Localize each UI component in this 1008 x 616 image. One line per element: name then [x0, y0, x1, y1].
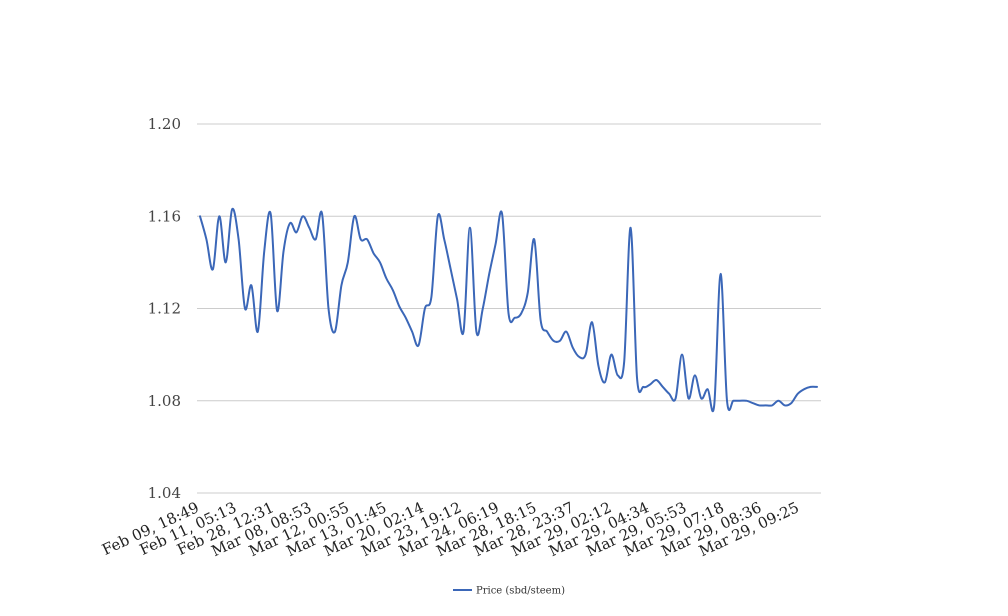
- y-axis-ticks: 1.04 1.08 1.12 1.16 1.20: [148, 115, 181, 502]
- y-tick-label: 1.12: [148, 300, 181, 318]
- y-tick-label: 1.08: [148, 392, 181, 410]
- legend[interactable]: Price (sbd/steem): [453, 586, 565, 597]
- series-line-price: [199, 207, 818, 413]
- legend-label: Price (sbd/steem): [476, 586, 565, 597]
- y-tick-label: 1.20: [148, 115, 181, 133]
- y-tick-label: 1.16: [148, 207, 181, 225]
- series-layer: [199, 207, 818, 413]
- y-tick-label: 1.04: [148, 484, 181, 502]
